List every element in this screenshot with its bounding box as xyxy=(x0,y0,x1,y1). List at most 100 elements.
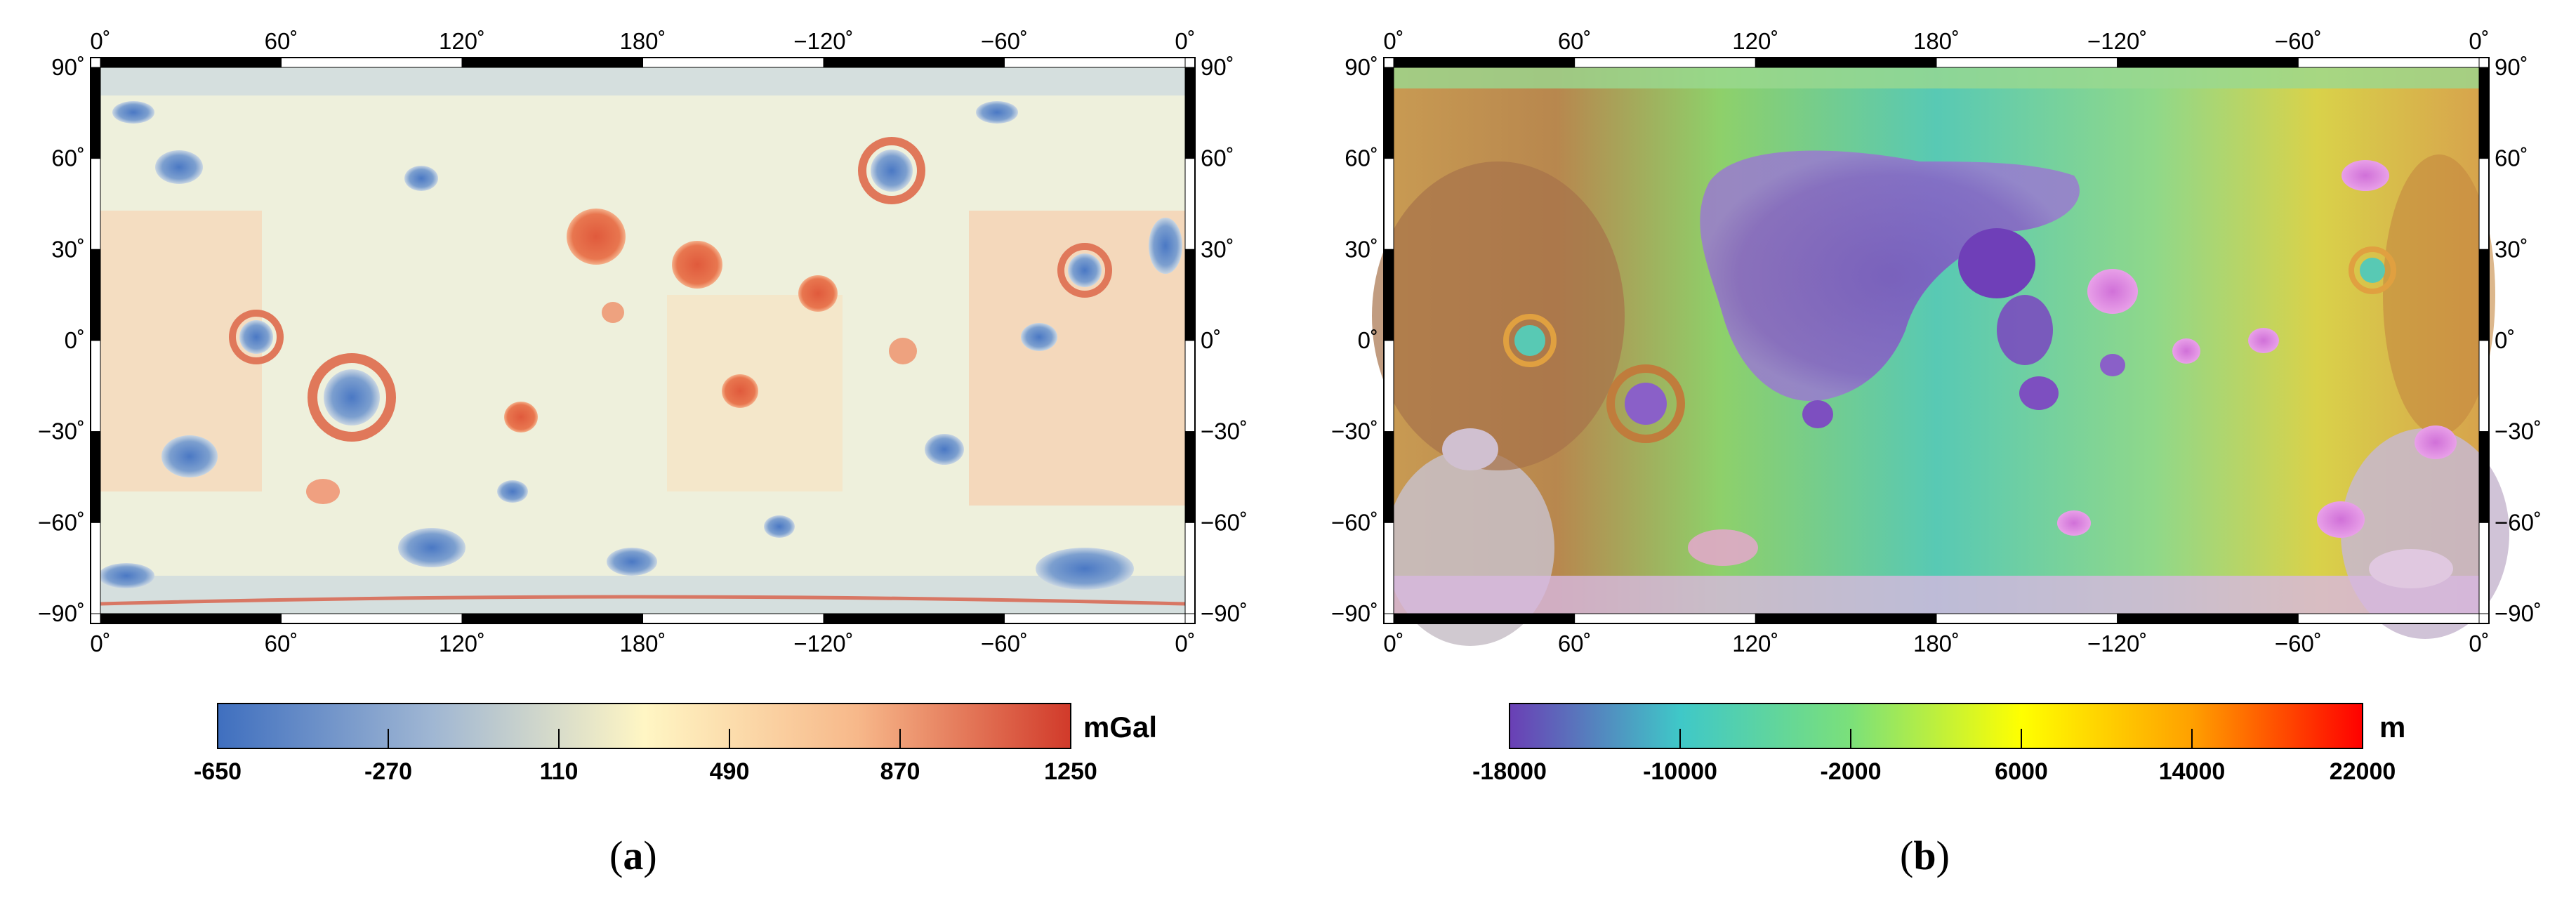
lon-label-bottom: 0˚ xyxy=(2469,630,2489,656)
north-polar-band xyxy=(100,67,1185,95)
lon-label-top: 0˚ xyxy=(1175,28,1195,54)
gravity-map-figure: 0˚ 0˚ 60˚ 60˚ 120˚ 120˚ 180˚ 180˚ −120˚ −120˚ −60˚… xyxy=(38,28,1248,785)
lat-label-right: 60˚ xyxy=(1201,145,1234,171)
topo-basin-7 xyxy=(2317,501,2365,538)
lon-label-top: −60˚ xyxy=(981,28,1028,54)
mare-humorum xyxy=(1802,400,1833,428)
frame-band-left xyxy=(1383,67,1394,159)
lon-label-bottom: 120˚ xyxy=(439,630,485,656)
frame-band-bottom xyxy=(2297,613,2480,624)
maria-procellarum-imbrium xyxy=(1700,150,2080,402)
lon-label-top: 120˚ xyxy=(439,28,485,54)
lat-label-left: −90˚ xyxy=(38,600,85,626)
frame-band-left xyxy=(1383,431,1394,523)
basin-12 xyxy=(764,515,795,538)
south-polar-topo xyxy=(1394,576,2479,614)
mascon-nectaris xyxy=(722,374,758,408)
frame-band-top xyxy=(100,57,282,68)
lat-label-right: −30˚ xyxy=(1201,418,1248,444)
topography-map-frame: 0˚ 0˚ 60˚ 60˚ 120˚ 120˚ 180˚ 180˚ −120˚ −120˚ −60˚… xyxy=(1331,28,2542,656)
frame-band-bottom xyxy=(281,613,463,624)
topography-colorbar-ticks: -18000 -10000 -2000 6000 14000 22000 xyxy=(1472,729,2396,785)
frame-band-bottom xyxy=(1574,613,1756,624)
colorbar-tick-label: 110 xyxy=(540,758,579,785)
basin-15 xyxy=(976,101,1018,124)
basin-ring-2 xyxy=(858,137,925,204)
frame-band-right xyxy=(1184,431,1196,523)
frame-band-bottom xyxy=(1004,613,1186,624)
topo-basin-8 xyxy=(1688,529,1758,566)
lon-label-top: −120˚ xyxy=(2087,28,2147,54)
topo-basin-4 xyxy=(2341,160,2389,191)
colorbar-tick-label: -650 xyxy=(194,758,242,785)
basin-5 xyxy=(161,435,218,477)
frame-band-left xyxy=(1383,340,1394,433)
mascon-smythii xyxy=(889,338,917,364)
lat-label-left: −90˚ xyxy=(1331,600,1378,626)
frame-band-right xyxy=(1184,158,1196,250)
colorbar-tick-label: -10000 xyxy=(1643,758,1717,785)
frame-band-top xyxy=(1393,57,1576,68)
basin-3 xyxy=(239,320,273,354)
frame-band-top xyxy=(281,57,463,68)
lat-label-left: 0˚ xyxy=(65,327,85,353)
lat-label-right: −60˚ xyxy=(2495,509,2542,535)
frame-band-left xyxy=(90,67,101,159)
frame-band-top xyxy=(1574,57,1756,68)
lon-label-bottom: 60˚ xyxy=(1558,630,1592,656)
gravity-map xyxy=(98,67,1186,614)
topography-map xyxy=(1372,67,2509,646)
frame-band-bottom xyxy=(1393,613,1576,624)
gravity-colorbar-ticks: -650 -270 110 490 870 1250 xyxy=(194,729,1097,785)
frame-band-top xyxy=(1004,57,1186,68)
lat-label-right: 90˚ xyxy=(2495,54,2528,80)
frame-band-bottom xyxy=(823,613,1005,624)
frame-band-right xyxy=(2478,522,2490,614)
basin-9 xyxy=(404,166,438,191)
lon-label-top: 60˚ xyxy=(265,28,298,54)
basin-6 xyxy=(1036,548,1134,590)
topo-basin-1 xyxy=(1514,325,1545,356)
lon-label-top: 120˚ xyxy=(1732,28,1778,54)
caption-b-letter: b xyxy=(1913,833,1936,878)
lon-label-bottom: 180˚ xyxy=(1913,630,1960,656)
basin-8 xyxy=(155,150,203,184)
frame-band-top xyxy=(823,57,1005,68)
basin-ring-4 xyxy=(1057,243,1112,298)
topography-map-figure: 0˚ 0˚ 60˚ 60˚ 120˚ 120˚ 180˚ 180˚ −120˚ −120˚ −60˚… xyxy=(1331,28,2542,785)
lat-label-right: −90˚ xyxy=(2495,600,2542,626)
lat-label-left: −60˚ xyxy=(38,509,85,535)
lon-label-bottom: 120˚ xyxy=(1732,630,1778,656)
caption-a-letter: a xyxy=(623,833,644,878)
mascon-small-1 xyxy=(602,302,624,323)
mare-nectaris xyxy=(2019,376,2059,410)
lon-label-bottom: −120˚ xyxy=(793,630,853,656)
basin-2 xyxy=(871,150,913,192)
colorbar-tick-label: 6000 xyxy=(1995,758,2048,785)
frame-band-left xyxy=(90,431,101,523)
frame-band-right xyxy=(1184,249,1196,341)
topo-basin-ring-2 xyxy=(1606,364,1685,443)
lon-label-bottom: 60˚ xyxy=(265,630,298,656)
basin-16 xyxy=(112,101,154,124)
frame-band-top xyxy=(1755,57,1937,68)
topo-basin-3 xyxy=(2360,258,2385,283)
frame-band-left xyxy=(90,249,101,341)
frame-band-bottom xyxy=(642,613,824,624)
mare-fecunditatis xyxy=(2100,354,2125,376)
colorbar-tick-label: 22000 xyxy=(2330,758,2396,785)
lon-label-top: 180˚ xyxy=(619,28,666,54)
mare-serenitatis xyxy=(1958,228,2035,298)
basin-11 xyxy=(925,434,964,465)
mascon-serenitatis xyxy=(672,241,722,289)
lat-label-left: 60˚ xyxy=(51,145,85,171)
basin-1 xyxy=(324,369,380,425)
lon-label-bottom: −120˚ xyxy=(2087,630,2147,656)
topo-basin-9 xyxy=(1442,428,1498,470)
lat-label-left: 90˚ xyxy=(51,54,85,80)
colorbar-tick-label: -18000 xyxy=(1472,758,1547,785)
lon-label-bottom: 180˚ xyxy=(619,630,666,656)
frame-band-top xyxy=(642,57,824,68)
basin-ring-3 xyxy=(229,310,284,364)
lon-label-top: 0˚ xyxy=(2469,28,2489,54)
